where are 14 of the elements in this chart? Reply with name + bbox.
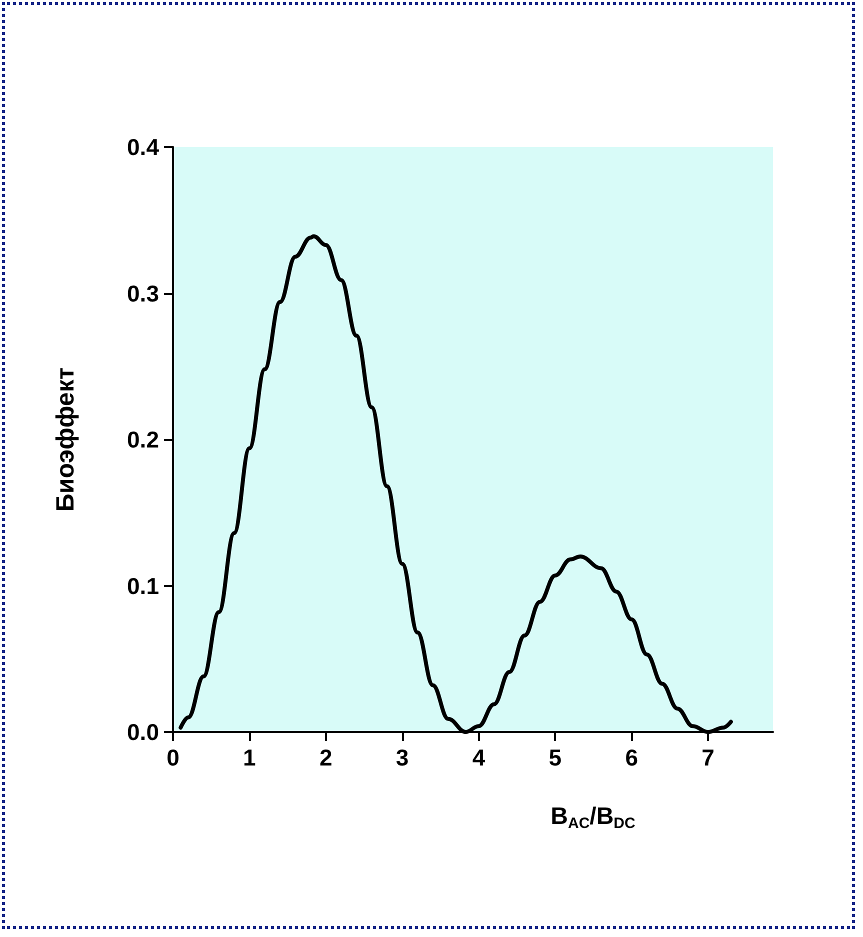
- x-tick-label: 7: [702, 744, 714, 770]
- y-tick-label: 0.2: [127, 426, 159, 452]
- x-tick-label: 5: [548, 744, 562, 770]
- x-tick-label: 2: [319, 744, 332, 770]
- x-tick-label: 4: [472, 744, 486, 770]
- y-tick-label: 0.0: [127, 719, 159, 745]
- y-tick-label: 0.4: [127, 134, 160, 160]
- x-tick-label: 1: [243, 744, 256, 770]
- x-tick-label: 0: [166, 744, 180, 770]
- y-tick-label: 0.1: [127, 572, 160, 599]
- x-tick-label: 3: [396, 744, 409, 770]
- y-axis-title: Биоэффект: [52, 367, 80, 512]
- y-tick-label: 0.3: [127, 280, 159, 306]
- x-tick-label: 6: [625, 744, 638, 770]
